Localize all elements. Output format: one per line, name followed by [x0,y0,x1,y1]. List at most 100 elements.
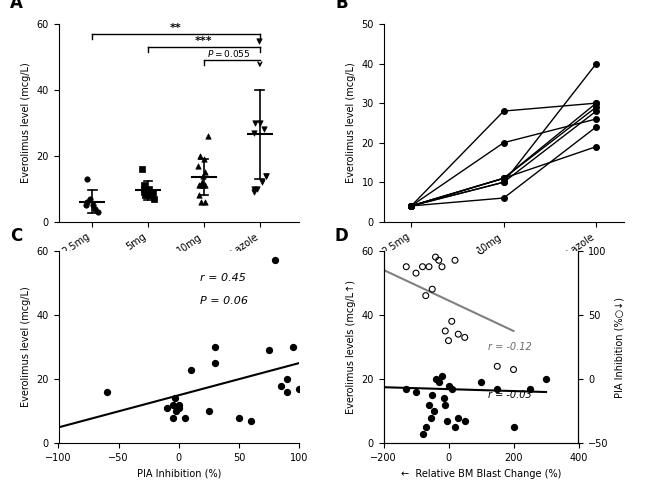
Point [450,424,460,431]
Point [429,407,439,415]
Point [492,362,502,370]
Point [440,327,450,335]
Point [148,191,158,199]
Point [168,414,178,422]
Point [254,37,265,44]
Point [234,414,244,422]
Point [179,414,190,422]
Y-axis label: Everolimus level (mcg/L): Everolimus level (mcg/L) [346,63,356,183]
Point [143,191,153,199]
Point [192,162,203,170]
Y-axis label: Everolimus levels (mcg/L↑): Everolimus levels (mcg/L↑) [346,280,356,414]
Point [196,182,206,189]
Point [437,263,447,270]
Point [168,401,178,409]
Point [257,178,268,186]
Point [252,185,263,193]
Point [83,175,93,183]
Point [434,378,444,386]
Point [174,401,184,409]
Point [83,198,93,206]
Point [508,424,519,431]
Point [294,385,304,393]
Point [148,188,158,196]
Text: **: ** [170,23,182,33]
Point [209,343,220,351]
Point [430,375,441,383]
Point [198,182,209,189]
Point [194,191,205,199]
Point [248,188,259,196]
Point [438,395,448,402]
Point [249,185,259,193]
Point [411,388,421,396]
Y-axis label: PIA Inhibition (%○↓): PIA Inhibition (%○↓) [614,296,624,398]
Point [443,337,454,345]
Text: P = 0.06: P = 0.06 [200,295,248,306]
Y-axis label: Everolimus level (mcg/L): Everolimus level (mcg/L) [21,63,31,183]
Point [195,152,205,160]
Point [453,414,463,422]
Point [421,292,431,299]
Point [203,132,213,140]
Point [136,165,147,173]
Point [460,417,470,425]
Point [186,366,196,374]
Point [453,330,463,338]
Point [203,407,214,415]
Text: $P = 0.055$: $P = 0.055$ [207,48,251,59]
Text: B: B [335,0,348,12]
Point [411,269,421,277]
Point [421,424,431,431]
Point [424,401,434,409]
Point [161,404,172,412]
Point [442,417,452,425]
Point [427,391,437,399]
Point [149,195,159,202]
Point [196,198,206,206]
Point [417,430,428,438]
Point [250,119,260,127]
Point [447,385,457,393]
Point [282,375,293,383]
Point [476,247,486,254]
Point [198,172,208,179]
Text: C: C [10,227,23,245]
Point [200,169,211,176]
Text: ***: *** [195,36,213,46]
Point [200,198,211,206]
Point [171,407,181,415]
Point [417,263,428,270]
Text: r = -0.03: r = -0.03 [488,390,531,401]
Point [146,191,156,199]
Point [101,388,112,396]
Point [425,414,436,422]
Point [434,256,444,264]
Point [81,201,92,209]
Point [264,347,274,354]
Point [93,208,103,216]
Point [88,201,99,209]
Point [197,178,207,186]
Point [261,172,271,179]
Point [508,366,519,374]
Point [144,185,155,193]
X-axis label: ←  Relative BM Blast Change (%): ← Relative BM Blast Change (%) [401,469,561,479]
Point [174,404,184,412]
Point [288,343,298,351]
Point [450,256,460,264]
Point [492,385,502,393]
Point [424,263,434,270]
Point [138,185,149,193]
Point [140,191,151,199]
Point [437,372,447,380]
Point [90,205,100,213]
Point [276,382,286,389]
Point [541,375,551,383]
Point [199,155,209,163]
Point [476,378,486,386]
Point [427,285,437,293]
Point [430,253,441,261]
Point [447,318,457,325]
Point [170,395,180,402]
